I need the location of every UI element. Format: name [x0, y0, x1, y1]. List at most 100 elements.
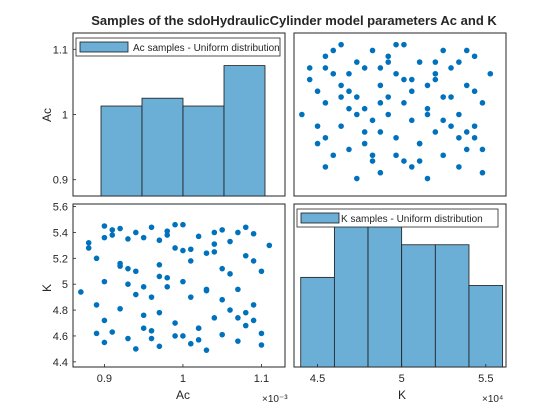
scatter-k-ac-point [180, 247, 186, 254]
hist-k-legend-swatch [300, 212, 340, 224]
scatter-ac-k-point [401, 41, 407, 48]
scatter-ac-k-point [448, 123, 454, 129]
scatter-k-ac-point [164, 228, 171, 234]
scatter-k-ac-point [148, 327, 155, 334]
scatter-k-ac-point [156, 237, 163, 244]
scatter-k-ac-point [250, 302, 257, 308]
scatter-ac-k-point [471, 88, 478, 95]
scatter-ac-k-point [456, 59, 462, 65]
scatter-k-ac-xlabel: Ac [176, 388, 190, 402]
scatter-ac-k-point [479, 169, 486, 176]
scatter-k-ac-point [227, 307, 233, 313]
scatter-k-ac-point [242, 322, 249, 329]
scatter-k-ac-point [117, 225, 123, 232]
scatter-ac-k-point [424, 111, 431, 118]
hist-ac-legend[interactable]: Ac samples - Uniform distribution [75, 37, 281, 57]
scatter-k-ac-point [109, 329, 116, 335]
scatter-ac-k-point [361, 129, 368, 135]
scatter-ac-k-point [354, 111, 360, 118]
scatter-ac-k-point [440, 117, 446, 124]
scatter-ac-k-point [408, 76, 415, 83]
scatter-k-ac-point [235, 315, 241, 321]
scatter-k-ac-point [172, 320, 178, 326]
scatter-k-ac-point [242, 224, 249, 231]
hist-ac-ylabel: Ac [40, 108, 54, 122]
scatter-k-ac-point [266, 242, 273, 249]
scatter-k-ac-point [85, 245, 92, 251]
scatter-k-ac-point [219, 296, 225, 303]
scatter-ac-k-point [424, 82, 431, 89]
scatter-k-ac-point [148, 294, 155, 300]
hist-k-bar [401, 244, 436, 368]
scatter-k-ac-point [101, 339, 108, 346]
scatter-ac-k-point [369, 117, 376, 124]
scatter-ac-k-point [361, 140, 368, 147]
hist-k-xticks: 4.5 5 5.5 [310, 364, 493, 385]
scatter-ac-k-point [448, 65, 454, 71]
scatter-k-ac-point [250, 258, 257, 264]
scatter-ac-k-point [432, 129, 439, 135]
scatter-k-ac-point [148, 224, 155, 231]
scatter-k-ac-point [180, 221, 186, 228]
scatter-k-ac-point [85, 240, 92, 246]
scatter-k-ac-point [227, 271, 233, 277]
scatter-ac-k-point [369, 47, 376, 54]
scatter-ac-k-point [393, 134, 399, 141]
scatter-ac-k-point [440, 152, 446, 159]
scatter-k-ac-point [133, 268, 139, 275]
scatter-k-ac-point [156, 343, 163, 350]
scatter-ac-k-point [346, 70, 352, 77]
scatter-k-ac-ytick-label: 4.8 [53, 305, 68, 317]
scatter-k-ac-point [227, 238, 233, 245]
scatter-ac-k-point [385, 94, 392, 100]
scatter-ac-k-point [322, 134, 329, 141]
hist-k-bars [300, 211, 504, 368]
scatter-k-ac-point [133, 346, 139, 352]
scatter-ac-k-point [338, 94, 344, 100]
scatter-k-ac-point [172, 221, 178, 228]
scatter-k-ac-point [203, 347, 210, 353]
scatter-k-ac-point [258, 268, 265, 275]
scatter-ac-k-point [416, 59, 423, 65]
hist-k-legend-label: K samples - Uniform distribution [341, 214, 483, 225]
scatter-ac-k-point [463, 129, 470, 135]
hist-k-bar [468, 285, 504, 368]
scatter-ac-k-point [463, 47, 470, 54]
scatter-ac-k-point [479, 146, 486, 153]
hist-k-xtick-label: 5 [399, 373, 405, 385]
scatter-k-ac-point [242, 252, 249, 259]
scatter-ac-k-point [471, 123, 478, 129]
hist-k-bar [333, 211, 369, 368]
scatter-ac-k-point [314, 140, 321, 147]
hist-k-xtick-label: 5.5 [478, 373, 493, 385]
scatter-ac-k-point [322, 65, 329, 71]
scatter-k-ac-point [187, 246, 194, 253]
scatter-k-ac-point [101, 234, 108, 241]
scatter-k-ac-panel: 4.4 4.6 4.8 5 5.2 5.4 5.6 0.9 1 1.1 K Ac ×10⁻³ [40, 202, 288, 405]
scatter-ac-k-point [416, 140, 423, 147]
hist-k-legend-box [296, 208, 499, 228]
scatter-ac-k-point [385, 53, 392, 60]
scatter-k-ac-point [148, 335, 155, 342]
scatter-k-ac-point [258, 330, 265, 337]
scatter-k-ac-point [180, 333, 186, 339]
scatter-k-ac-point [101, 278, 108, 285]
scatter-k-ac-yticks: 4.4 4.6 4.8 5 5.2 5.4 5.6 [53, 202, 76, 369]
scatter-k-ac-point [187, 258, 194, 264]
scatter-ac-k-point [322, 164, 329, 170]
hist-ac-ytick-label: 1.1 [53, 44, 68, 56]
scatter-ac-k-point [330, 47, 337, 54]
scatter-ac-k-point [369, 158, 376, 164]
hist-ac-bar [182, 105, 225, 197]
hist-k-legend[interactable]: K samples - Uniform distribution [296, 208, 499, 228]
scatter-ac-k-point [346, 105, 352, 112]
scatter-ac-k-points [299, 41, 494, 182]
scatter-ac-k-point [385, 59, 392, 65]
scatter-ac-k-point [377, 169, 384, 176]
scatter-k-ac-point [211, 241, 218, 247]
scatter-k-ac-point [93, 302, 100, 308]
scatter-k-ac-point [140, 312, 147, 319]
scatter-k-ac-point [164, 283, 171, 290]
scatter-k-ac-xtick-label: 1.1 [254, 373, 269, 385]
